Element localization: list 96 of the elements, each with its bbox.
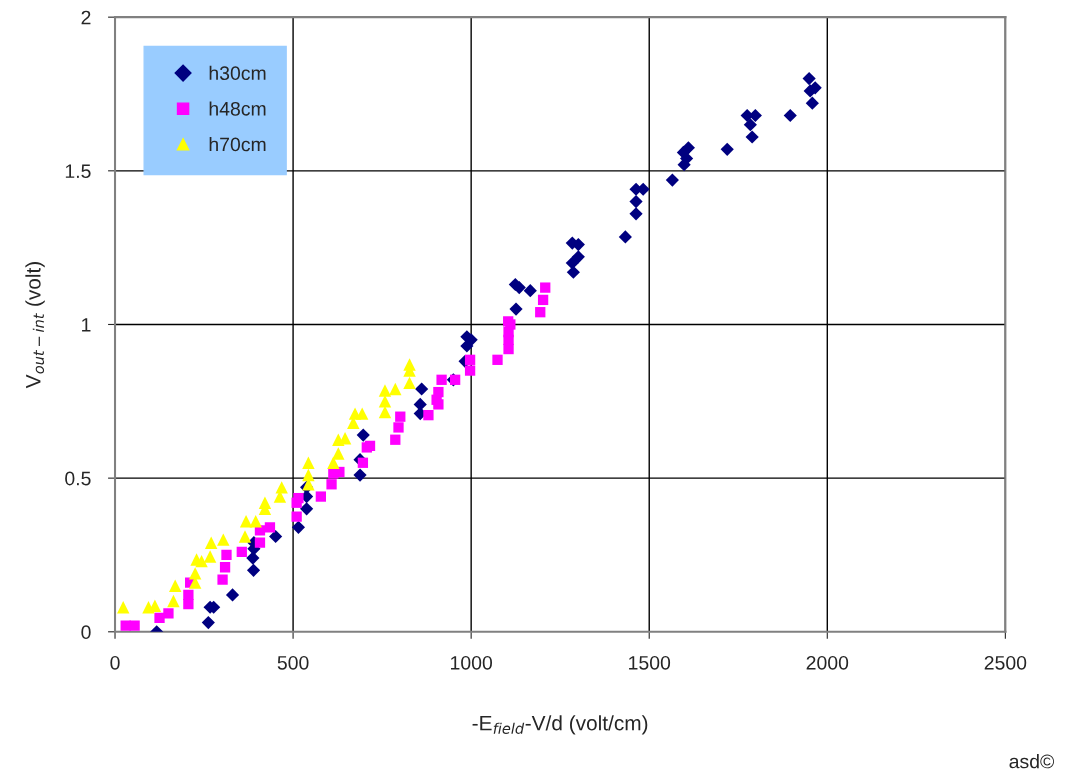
point [503, 343, 514, 355]
y-tick-label: 0.5 [65, 471, 91, 486]
point [315, 491, 327, 502]
point [291, 520, 306, 534]
point [464, 354, 476, 365]
point [433, 386, 444, 398]
point [618, 230, 632, 244]
point [403, 376, 416, 390]
point [217, 533, 230, 546]
point [743, 118, 757, 132]
y-axis-title: V$_{out−int}$ (volt) [25, 262, 45, 389]
point [681, 141, 695, 155]
point [415, 382, 429, 396]
point [167, 594, 180, 608]
point [629, 207, 643, 221]
point [357, 457, 369, 468]
point [195, 554, 208, 568]
x-tick-label: 2500 [984, 655, 1027, 670]
point [423, 409, 434, 421]
point [264, 522, 276, 533]
point [326, 479, 337, 490]
point [389, 382, 402, 396]
point [300, 502, 314, 516]
x-tick-label: 1500 [629, 655, 671, 670]
point [492, 354, 503, 365]
point [129, 620, 140, 631]
point [236, 546, 247, 558]
point [239, 514, 253, 528]
point [225, 588, 240, 602]
point [327, 456, 340, 469]
point [720, 142, 734, 156]
point [395, 411, 406, 422]
point [537, 294, 549, 306]
point [332, 447, 345, 460]
point [302, 468, 315, 482]
point [783, 108, 797, 123]
point [540, 282, 551, 293]
y-tick-label: 1 [82, 318, 91, 332]
y-tick-label: 0 [81, 625, 91, 640]
point [393, 422, 404, 433]
point [246, 563, 261, 577]
point [183, 589, 194, 601]
point [535, 307, 546, 318]
point [356, 428, 370, 442]
y-tick-label: 1.5 [65, 164, 91, 179]
point [221, 549, 232, 561]
point [464, 365, 476, 376]
legend-label: h70cm [209, 137, 266, 152]
point [413, 397, 427, 411]
x-tick-label: 0 [110, 655, 120, 670]
point [355, 407, 369, 420]
point [509, 302, 523, 316]
point [571, 250, 585, 264]
point [188, 567, 202, 580]
point [219, 562, 231, 573]
point [201, 615, 215, 630]
point [665, 173, 679, 187]
point [353, 468, 367, 482]
point [117, 601, 130, 614]
point [217, 574, 228, 585]
point [378, 384, 392, 397]
point [802, 72, 816, 86]
point [302, 456, 315, 469]
point [163, 608, 174, 619]
point [293, 492, 304, 504]
point [436, 374, 447, 385]
x-tick-label: 1000 [451, 655, 493, 670]
point [258, 496, 272, 509]
x-axis-title: -E$_{field}$-V/d (volt/cm) [472, 715, 648, 735]
x-tick-label: 500 [277, 655, 309, 670]
point [291, 511, 302, 522]
x-tick-label: 2000 [806, 655, 849, 670]
point [169, 579, 182, 592]
point [269, 529, 283, 544]
point [238, 530, 252, 543]
point [204, 536, 218, 549]
text: asd© [1009, 754, 1055, 769]
point [403, 358, 416, 371]
point [745, 130, 759, 144]
point [275, 481, 288, 494]
point [249, 514, 262, 528]
point [566, 265, 580, 279]
point [378, 395, 392, 408]
legend-label: h30cm [209, 65, 266, 81]
point [254, 537, 266, 548]
point [390, 434, 401, 445]
point [433, 399, 444, 410]
point [378, 405, 392, 419]
point [203, 550, 217, 563]
point [629, 194, 643, 209]
y-tick-label: 2 [81, 10, 91, 25]
point [805, 96, 819, 110]
point [183, 598, 194, 610]
point [523, 284, 537, 298]
legend-label: h48cm [209, 101, 266, 116]
point [364, 440, 376, 452]
